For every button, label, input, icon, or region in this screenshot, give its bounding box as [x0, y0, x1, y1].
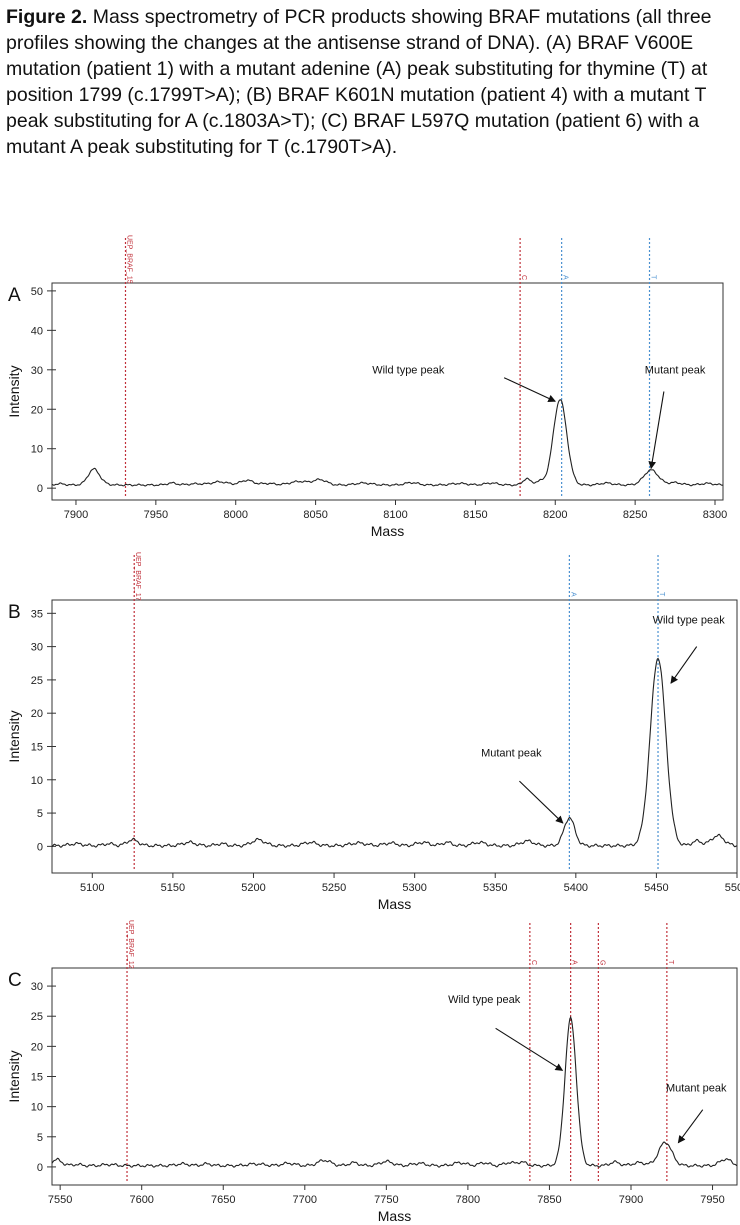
marker-label: UEP_BRAF_12 [127, 920, 134, 969]
x-tick-label: 8300 [703, 509, 727, 521]
y-tick-label: 35 [31, 608, 43, 620]
x-tick-label: 7950 [700, 1194, 724, 1206]
x-tick-label: 5500 [725, 882, 740, 894]
peak-annotation: Wild type peak [653, 614, 726, 626]
y-tick-label: 25 [31, 675, 43, 687]
y-tick-label: 40 [31, 325, 43, 337]
y-tick-label: 15 [31, 1072, 43, 1084]
annotation-arrow [648, 391, 665, 470]
caption-text: Mass spectrometry of PCR products showin… [6, 6, 712, 158]
x-tick-label: 7900 [64, 509, 88, 521]
plot-frame [51, 282, 724, 501]
x-axis-title: Mass [371, 523, 404, 539]
x-tick-label: 5350 [483, 882, 507, 894]
x-tick-label: 5300 [402, 882, 426, 894]
y-tick-label: 0 [37, 1162, 43, 1174]
marker-label: G [598, 960, 605, 965]
x-tick-label: 5450 [644, 882, 668, 894]
x-tick-label: 8200 [543, 509, 567, 521]
y-tick-label: 30 [31, 365, 43, 377]
y-tick-label: 20 [31, 404, 43, 416]
annotation-arrow [677, 1109, 704, 1144]
x-tick-label: 8150 [463, 509, 487, 521]
y-tick-label: 15 [31, 741, 43, 753]
x-tick-label: 5100 [80, 882, 104, 894]
marker-label: UEP_BRAF_17 [134, 552, 141, 601]
annotation-arrow [519, 780, 564, 824]
y-tick-label: 10 [31, 775, 43, 787]
marker-label: C [530, 960, 537, 965]
annotation-arrow [503, 377, 556, 402]
x-tick-label: 5400 [564, 882, 588, 894]
y-tick-label: 20 [31, 1041, 43, 1053]
y-tick-label: 10 [31, 1102, 43, 1114]
peak-annotation: Mutant peak [666, 1083, 727, 1095]
marker-label: A [569, 592, 576, 597]
x-tick-label: 5150 [161, 882, 185, 894]
figure-caption: Figure 2. Mass spectrometry of PCR produ… [6, 4, 734, 160]
x-tick-label: 5250 [322, 882, 346, 894]
x-axis-title: Mass [378, 1208, 411, 1224]
marker-label: T [658, 592, 665, 597]
x-tick-label: 7950 [144, 509, 168, 521]
chart-panel-b: 0 5 10 15 20 25 30 35 5100 5150 5200 5250 5300 5350 54… [6, 552, 740, 912]
y-tick-label: 0 [37, 841, 43, 853]
chart-panel-c: 0 5 10 15 20 25 30 7550 7600 7650 7700 7750 7800 7850… [6, 920, 738, 1224]
y-tick-label: 5 [37, 1132, 43, 1144]
y-tick-label: 50 [31, 286, 43, 298]
x-tick-label: 7600 [129, 1194, 153, 1206]
y-tick-label: 10 [31, 444, 43, 456]
x-tick-label: 7850 [537, 1194, 561, 1206]
marker-label: A [562, 275, 569, 280]
plot-frame [51, 599, 738, 874]
x-tick-label: 7750 [374, 1194, 398, 1206]
x-tick-label: 8250 [623, 509, 647, 521]
x-tick-label: 7650 [211, 1194, 235, 1206]
plot-frame [51, 967, 738, 1186]
spectrum-trace [51, 1015, 738, 1168]
x-tick-label: 5200 [241, 882, 265, 894]
annotation-arrow [670, 646, 698, 684]
marker-label: UEP_BRAF_15 [125, 235, 132, 284]
peak-annotation: Wild type peak [372, 365, 445, 377]
panel-letter: C [8, 970, 22, 991]
y-tick-label: 20 [31, 708, 43, 720]
caption-label: Figure 2. [6, 6, 88, 28]
peak-annotation: Mutant peak [645, 365, 706, 377]
y-tick-label: 30 [31, 642, 43, 654]
marker-label: T [650, 275, 657, 280]
marker-label: C [520, 275, 527, 280]
x-tick-label: 8050 [303, 509, 327, 521]
y-tick-label: 0 [37, 483, 43, 495]
y-axis-title: Intensity [6, 365, 22, 417]
spectrum-trace [51, 657, 738, 848]
peak-annotation: Wild type peak [448, 994, 521, 1006]
spectrum-trace [51, 399, 724, 487]
annotation-arrow [495, 1027, 564, 1071]
marker-label: A [571, 960, 578, 965]
y-axis-title: Intensity [6, 710, 22, 762]
x-tick-label: 8000 [223, 509, 247, 521]
x-tick-label: 8100 [383, 509, 407, 521]
x-axis-title: Mass [378, 896, 411, 912]
x-tick-label: 7800 [456, 1194, 480, 1206]
y-tick-label: 30 [31, 981, 43, 993]
x-tick-label: 7550 [48, 1194, 72, 1206]
x-tick-label: 7700 [293, 1194, 317, 1206]
peak-annotation: Mutant peak [481, 747, 542, 759]
panel-letter: B [8, 602, 21, 623]
x-tick-label: 7900 [619, 1194, 643, 1206]
chart-panel-a: 0 10 20 30 40 50 7900 7950 8000 8050 8100 8150 8200 8… [6, 235, 727, 539]
panel-letter: A [8, 285, 21, 306]
y-tick-label: 25 [31, 1011, 43, 1023]
y-axis-title: Intensity [6, 1050, 22, 1102]
marker-label: T [667, 960, 674, 965]
y-tick-label: 5 [37, 808, 43, 820]
